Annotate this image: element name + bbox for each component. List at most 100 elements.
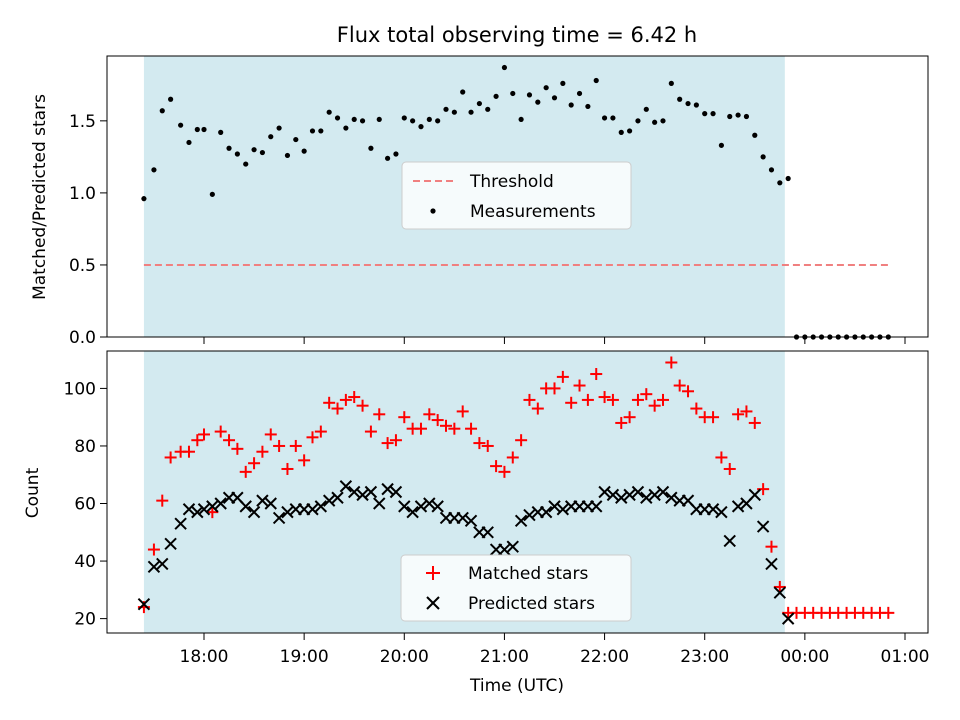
predicted-star-b <box>640 491 653 504</box>
predicted-star-b <box>423 497 436 510</box>
measurement-point <box>476 100 482 107</box>
measurement-point <box>643 106 649 112</box>
matched-star-point <box>631 393 644 406</box>
bottom-legend: Matched stars Predicted stars <box>400 554 632 622</box>
predicted-star-b <box>706 503 720 516</box>
matched-star-point <box>423 408 436 421</box>
predicted-star-b <box>623 488 636 502</box>
measurement-point <box>743 113 750 120</box>
predicted-star-point <box>514 514 528 527</box>
measurement-point <box>493 93 499 99</box>
top-ytick-label: 0.5 <box>69 256 96 276</box>
predicted-star-b <box>598 485 611 499</box>
predicted-star-b <box>331 491 344 504</box>
predicted-star-point <box>373 497 386 510</box>
matched-star-point <box>723 462 736 475</box>
predicted-star-b <box>723 534 736 548</box>
predicted-star-point <box>281 505 294 519</box>
measurement-point <box>451 109 457 115</box>
predicted-star-point <box>648 488 661 502</box>
measurement-point <box>268 134 274 140</box>
measurement-point <box>151 167 157 173</box>
matched-star-point <box>182 445 195 458</box>
measurement-point <box>376 116 382 123</box>
measurement-point <box>460 89 466 95</box>
matched-star-point <box>389 434 402 447</box>
matched-star-point <box>348 391 361 404</box>
matched-star-point <box>665 356 678 369</box>
predicted-star-b <box>182 503 196 516</box>
predicted-star-b <box>389 485 403 499</box>
measurement-point <box>259 149 266 156</box>
measurement-point <box>526 92 533 98</box>
predicted-star-point <box>631 485 645 499</box>
predicted-star-b <box>306 503 319 516</box>
matched-star-point <box>456 405 469 418</box>
predicted-star-point <box>331 491 344 504</box>
matched-star-point <box>465 422 478 435</box>
measurement-point <box>194 126 200 133</box>
predicted-star-point <box>431 500 444 513</box>
matched-star-point <box>273 439 286 452</box>
matched-star-point <box>448 422 461 435</box>
predicted-star-point <box>406 505 419 519</box>
predicted-star-point <box>156 557 169 571</box>
measurement-point <box>401 115 407 121</box>
measurement-point <box>685 100 691 107</box>
measurement-point <box>718 142 725 148</box>
matched-star-point <box>765 540 778 553</box>
predicted-star-b <box>615 491 628 504</box>
matched-star-point <box>256 445 269 458</box>
predicted-star-point <box>381 482 394 496</box>
predicted-star-b <box>322 494 336 507</box>
matched-star-point <box>191 434 204 447</box>
matched-star-point <box>440 419 453 432</box>
predicted-star-b <box>264 497 277 510</box>
measurement-point <box>518 116 524 123</box>
measurement-point <box>585 103 591 110</box>
measurement-point <box>560 80 566 86</box>
predicted-star-point <box>339 480 353 493</box>
matched-star-point <box>231 442 244 455</box>
predicted-star-point <box>272 511 286 525</box>
measurement-point <box>334 115 341 121</box>
measurement-point <box>443 106 449 112</box>
predicted-star-b <box>272 511 286 525</box>
measurement-point <box>284 152 291 159</box>
matched-star-point <box>740 405 753 418</box>
measurement-point <box>201 126 207 133</box>
predicted-star-b <box>164 537 177 551</box>
matched-star-point <box>565 396 578 409</box>
predicted-star-b <box>665 491 678 504</box>
matched-star-point <box>281 462 294 475</box>
bottom-xtick-label: 01:00 <box>881 647 930 667</box>
matched-star-point <box>398 411 411 424</box>
predicted-star-b <box>715 505 728 519</box>
measurement-point <box>551 95 558 101</box>
bottom-y-axis-label: Count <box>23 467 43 518</box>
predicted-star-point <box>191 505 204 519</box>
bottom-ytick-label: 100 <box>64 379 96 399</box>
matched-star-point <box>331 402 344 415</box>
predicted-star-b <box>456 511 469 525</box>
measurement-point <box>410 118 416 124</box>
measurement-point <box>326 109 332 115</box>
predicted-star-b <box>481 526 494 539</box>
matched-star-point <box>239 465 252 478</box>
matched-star-point <box>640 388 653 401</box>
matched-star-point <box>364 425 377 438</box>
top-axes-frame <box>106 55 929 338</box>
matched-star-point <box>606 393 619 406</box>
predicted-star-b <box>137 598 151 611</box>
predicted-star-point <box>356 488 369 502</box>
matched-star-point <box>590 368 603 381</box>
predicted-star-point <box>264 497 277 510</box>
measurement-point <box>735 112 741 118</box>
predicted-star-b <box>339 480 353 493</box>
predicted-star-b <box>373 497 386 510</box>
predicted-star-b <box>464 514 478 527</box>
measurement-point <box>635 118 641 124</box>
matched-star-point <box>498 465 511 478</box>
bottom-y-ticks: 20 40 60 80 100 <box>64 379 107 630</box>
